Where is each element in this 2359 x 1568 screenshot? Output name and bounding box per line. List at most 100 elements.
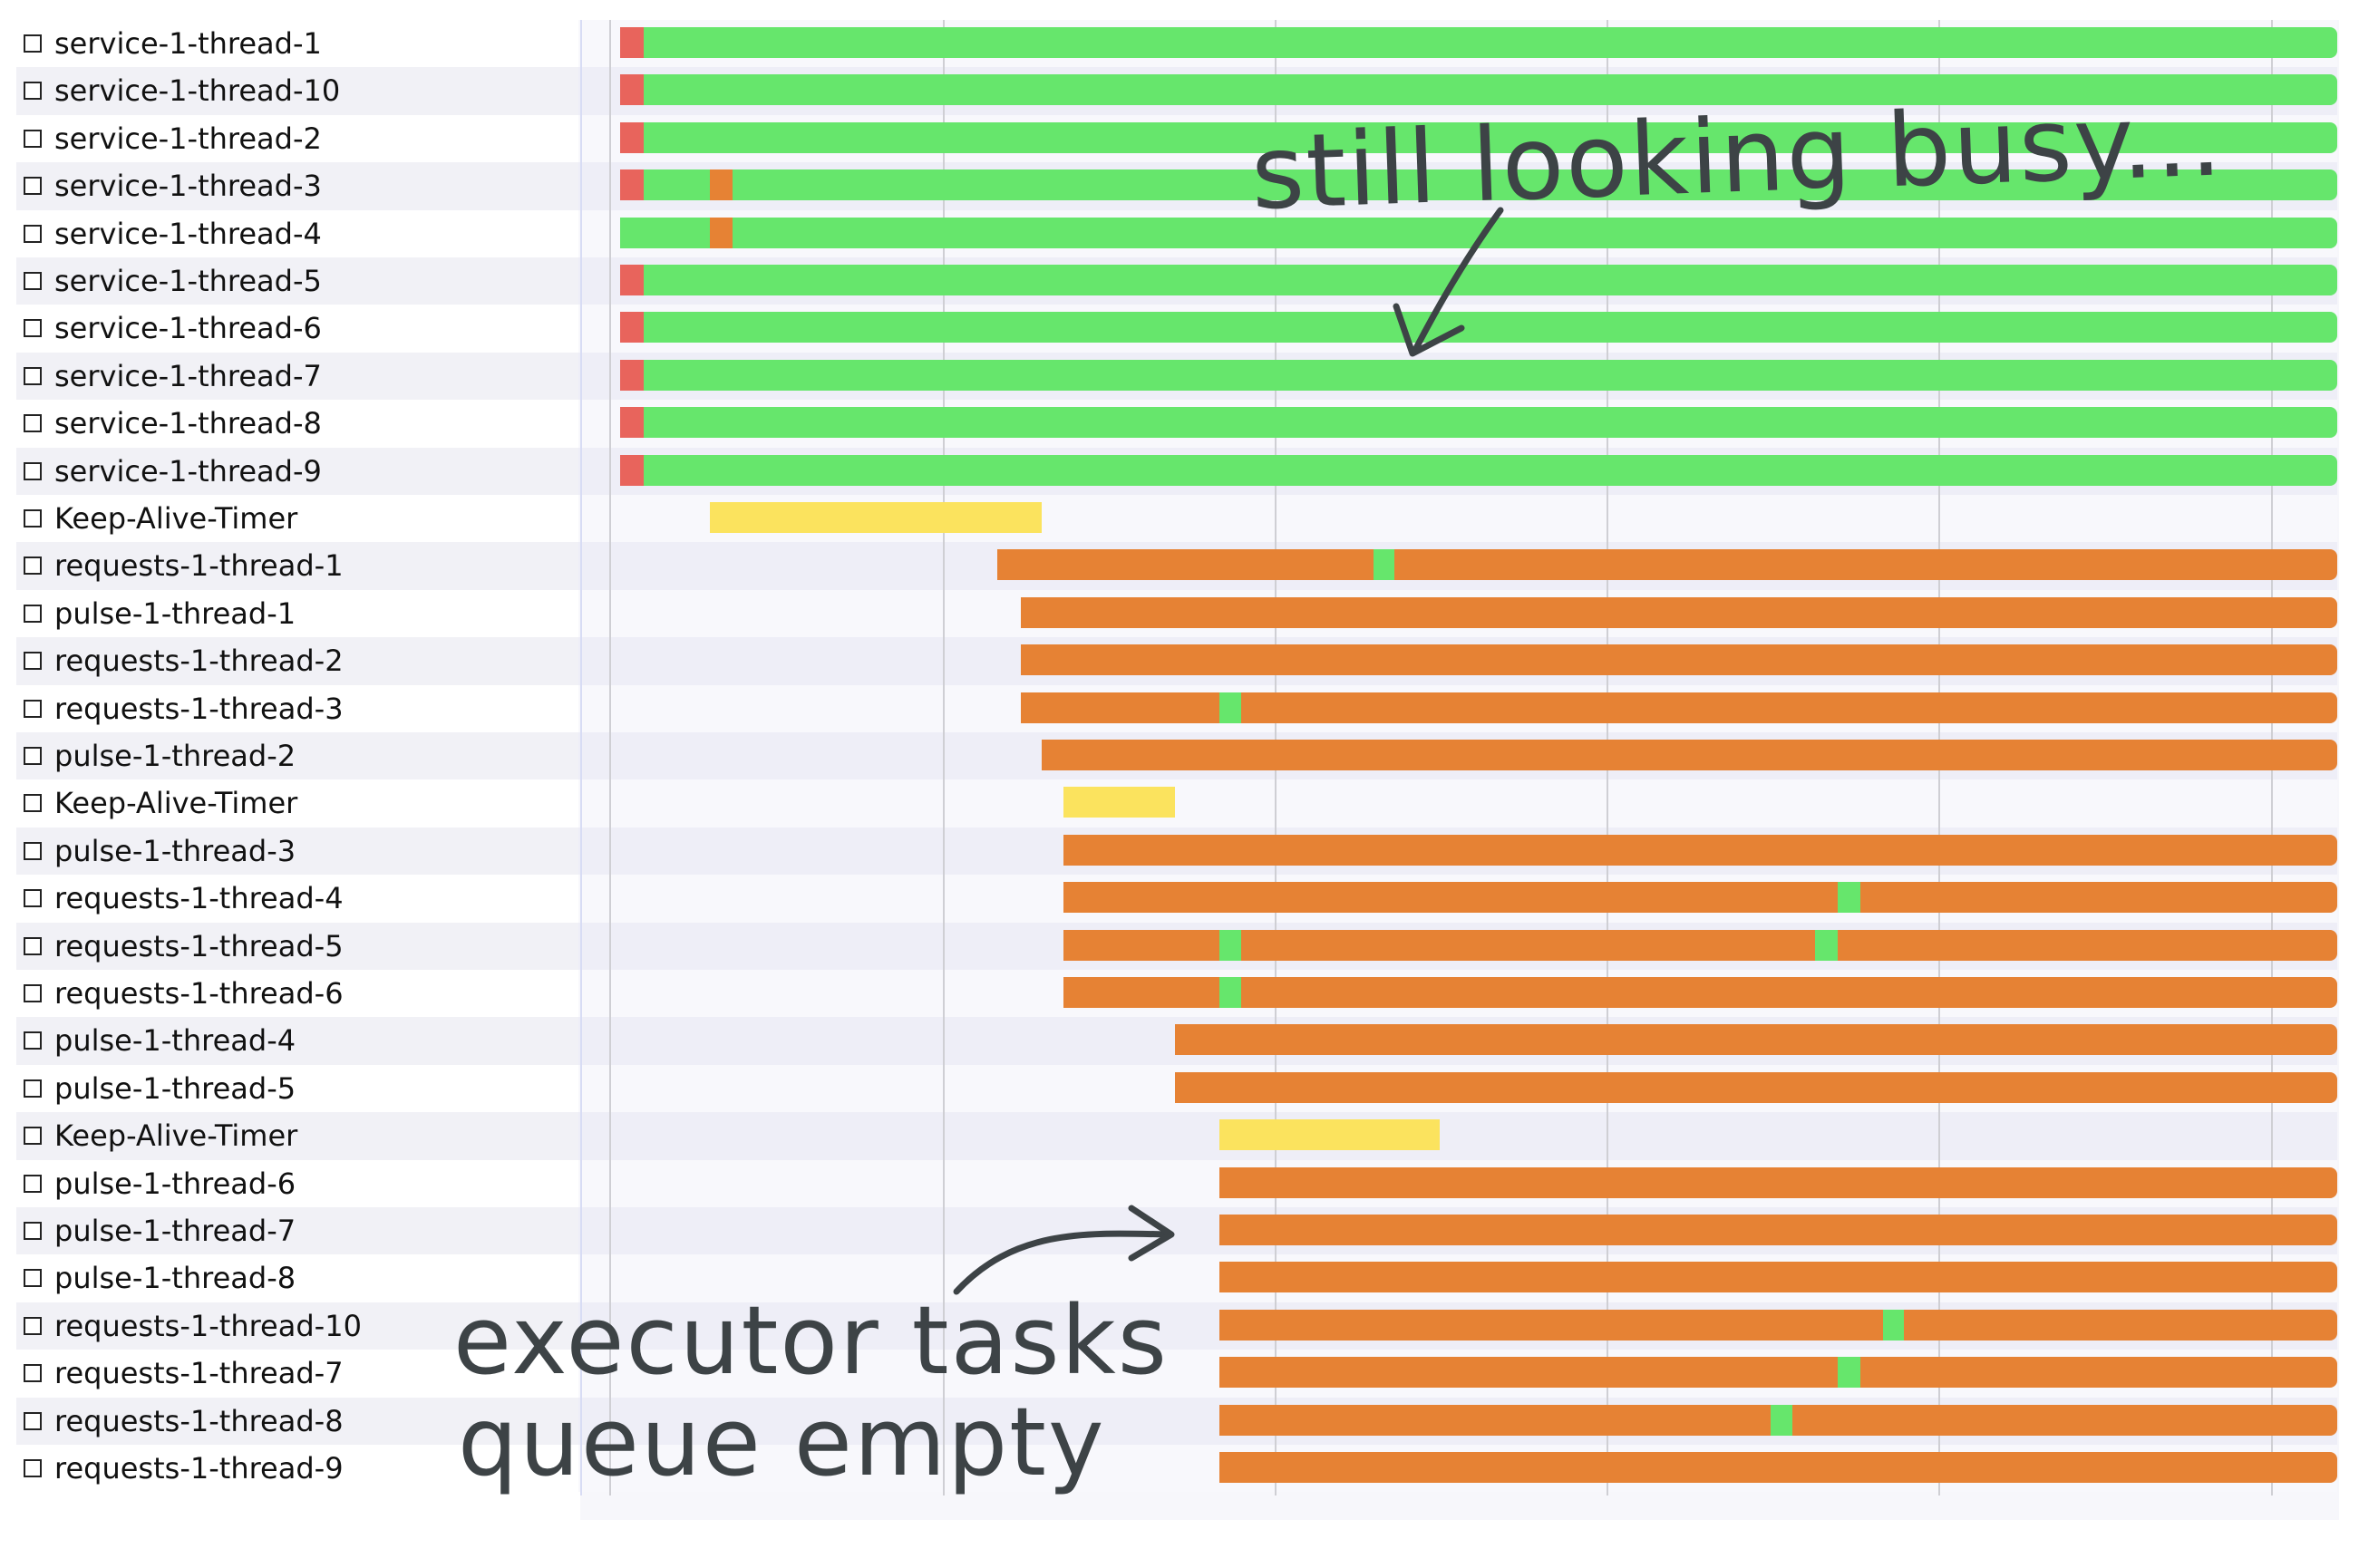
thread-state-segment-orange[interactable] (1837, 929, 2337, 961)
thread-state-segment-orange[interactable] (1218, 1357, 1838, 1389)
thread-row-label[interactable]: service-1-thread-10 (24, 67, 340, 114)
thread-checkbox[interactable] (24, 366, 42, 385)
thread-state-segment-red[interactable] (620, 454, 644, 486)
thread-state-segment-orange[interactable] (1021, 692, 1219, 723)
thread-state-segment-green[interactable] (1218, 692, 1241, 723)
thread-checkbox[interactable] (24, 1269, 42, 1288)
thread-checkbox[interactable] (24, 509, 42, 528)
thread-checkbox[interactable] (24, 936, 42, 955)
thread-state-segment-orange[interactable] (1021, 644, 2337, 676)
thread-state-segment-orange[interactable] (1041, 740, 2337, 770)
thread-row-label[interactable]: pulse-1-thread-7 (24, 1207, 296, 1254)
thread-checkbox[interactable] (24, 652, 42, 671)
thread-row-label[interactable]: service-1-thread-5 (24, 257, 322, 305)
thread-state-segment-orange[interactable] (1063, 929, 1219, 961)
thread-state-segment-orange[interactable] (1240, 977, 2337, 1008)
thread-row-label[interactable]: pulse-1-thread-3 (24, 828, 296, 875)
thread-checkbox[interactable] (24, 82, 42, 101)
thread-row-label[interactable]: service-1-thread-1 (24, 20, 322, 67)
thread-state-segment-orange[interactable] (710, 169, 733, 201)
thread-row-label[interactable]: pulse-1-thread-1 (24, 590, 296, 637)
thread-checkbox[interactable] (24, 1364, 42, 1383)
thread-state-segment-orange[interactable] (1174, 1024, 2337, 1056)
thread-state-segment-orange[interactable] (1063, 977, 1219, 1008)
thread-row-label[interactable]: service-1-thread-8 (24, 400, 322, 447)
thread-checkbox[interactable] (24, 1222, 42, 1240)
thread-checkbox[interactable] (24, 604, 42, 623)
thread-state-segment-green[interactable] (1374, 549, 1394, 581)
thread-checkbox[interactable] (24, 1316, 42, 1335)
thread-row-label[interactable]: requests-1-thread-1 (24, 542, 344, 589)
thread-state-segment-green[interactable] (1882, 1309, 1905, 1341)
thread-state-segment-red[interactable] (620, 265, 644, 295)
thread-state-segment-green[interactable] (643, 407, 2337, 439)
thread-row-label[interactable]: Keep-Alive-Timer (24, 495, 297, 542)
thread-checkbox[interactable] (24, 272, 42, 290)
thread-row-label[interactable]: service-1-thread-9 (24, 448, 322, 495)
thread-row-label[interactable]: service-1-thread-2 (24, 115, 322, 162)
thread-state-segment-green[interactable] (1218, 929, 1241, 961)
thread-state-segment-orange[interactable] (1860, 1357, 2337, 1389)
thread-row-label[interactable]: pulse-1-thread-6 (24, 1160, 296, 1207)
thread-state-segment-green[interactable] (1837, 882, 1861, 914)
thread-state-segment-orange[interactable] (1792, 1404, 2337, 1436)
thread-row-label[interactable]: requests-1-thread-3 (24, 685, 344, 732)
thread-state-segment-green[interactable] (643, 121, 2337, 153)
thread-checkbox[interactable] (24, 177, 42, 196)
thread-state-segment-orange[interactable] (1218, 1262, 2337, 1293)
thread-row-label[interactable]: pulse-1-thread-2 (24, 732, 296, 779)
thread-state-segment-green[interactable] (1770, 1404, 1793, 1436)
thread-row-label[interactable]: Keep-Alive-Timer (24, 1112, 297, 1159)
thread-checkbox[interactable] (24, 129, 42, 148)
thread-state-segment-orange[interactable] (1218, 1404, 1771, 1436)
thread-row-label[interactable]: service-1-thread-7 (24, 353, 322, 400)
thread-state-segment-green[interactable] (643, 454, 2337, 486)
thread-state-segment-green[interactable] (1218, 977, 1241, 1008)
thread-state-segment-yellow[interactable] (1218, 1119, 1440, 1151)
thread-state-segment-orange[interactable] (1904, 1309, 2337, 1341)
thread-row-label[interactable]: requests-1-thread-9 (24, 1445, 344, 1492)
thread-state-segment-green[interactable] (643, 74, 2337, 106)
thread-row-label[interactable]: requests-1-thread-6 (24, 970, 344, 1017)
thread-row-label[interactable]: requests-1-thread-10 (24, 1302, 362, 1350)
thread-state-segment-green[interactable] (643, 359, 2337, 391)
thread-state-segment-green[interactable] (643, 169, 711, 201)
thread-state-segment-red[interactable] (620, 74, 644, 106)
thread-row-label[interactable]: service-1-thread-4 (24, 210, 322, 257)
thread-state-segment-yellow[interactable] (1063, 787, 1175, 818)
thread-row-label[interactable]: requests-1-thread-5 (24, 923, 344, 970)
thread-checkbox[interactable] (24, 224, 42, 243)
thread-state-segment-red[interactable] (620, 121, 644, 153)
thread-checkbox[interactable] (24, 34, 42, 53)
thread-checkbox[interactable] (24, 1079, 42, 1098)
thread-row-label[interactable]: requests-1-thread-4 (24, 875, 344, 922)
thread-state-segment-orange[interactable] (1174, 1071, 2337, 1103)
thread-checkbox[interactable] (24, 1174, 42, 1193)
thread-checkbox[interactable] (24, 461, 42, 480)
thread-state-segment-green[interactable] (732, 217, 2337, 248)
thread-state-segment-orange[interactable] (997, 549, 1374, 581)
thread-state-segment-orange[interactable] (1240, 929, 1816, 961)
thread-checkbox[interactable] (24, 841, 42, 860)
thread-checkbox[interactable] (24, 889, 42, 908)
thread-state-segment-orange[interactable] (1393, 549, 2337, 581)
thread-state-segment-green[interactable] (620, 217, 711, 248)
thread-checkbox[interactable] (24, 794, 42, 813)
thread-state-segment-orange[interactable] (710, 217, 733, 248)
thread-checkbox[interactable] (24, 1411, 42, 1430)
thread-state-segment-green[interactable] (643, 312, 2337, 344)
thread-state-segment-orange[interactable] (1240, 692, 2337, 723)
thread-row-label[interactable]: service-1-thread-3 (24, 162, 322, 209)
thread-state-segment-orange[interactable] (1063, 834, 2337, 866)
thread-state-segment-red[interactable] (620, 169, 644, 201)
thread-state-segment-green[interactable] (732, 169, 2337, 201)
thread-row-label[interactable]: pulse-1-thread-4 (24, 1017, 296, 1064)
thread-row-label[interactable]: Keep-Alive-Timer (24, 779, 297, 827)
thread-checkbox[interactable] (24, 557, 42, 576)
thread-checkbox[interactable] (24, 414, 42, 433)
thread-state-segment-green[interactable] (1837, 1357, 1861, 1389)
thread-state-segment-orange[interactable] (1063, 882, 1838, 914)
thread-row-label[interactable]: requests-1-thread-8 (24, 1398, 344, 1445)
thread-row-label[interactable]: requests-1-thread-2 (24, 637, 344, 684)
thread-checkbox[interactable] (24, 1031, 42, 1050)
